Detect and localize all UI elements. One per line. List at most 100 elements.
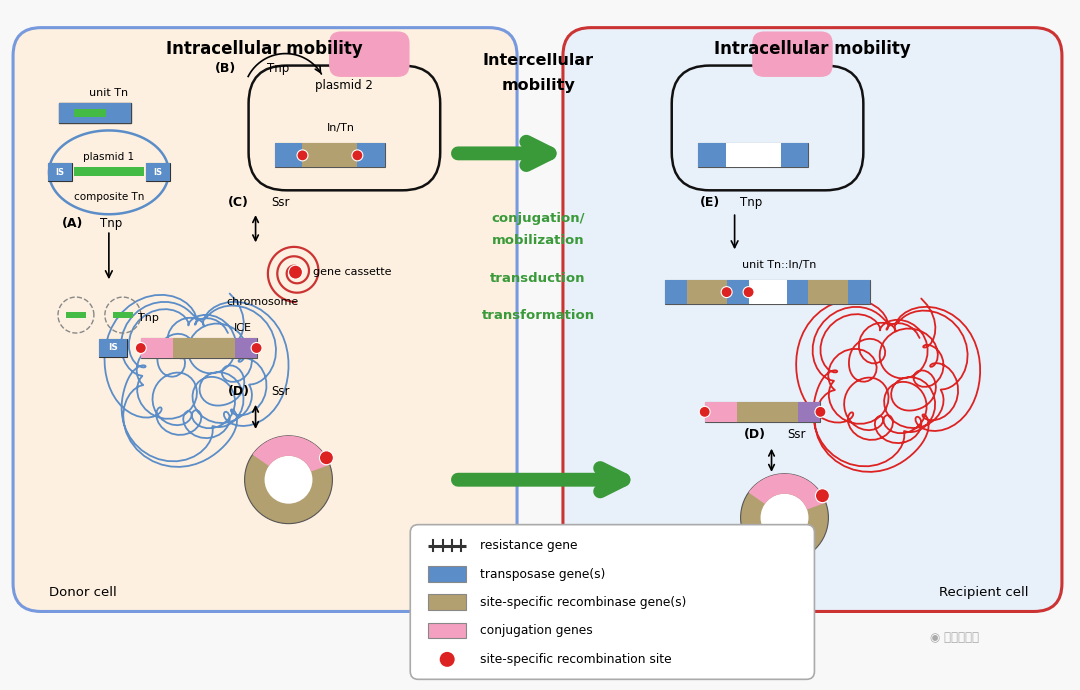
Text: conjugation genes: conjugation genes [481, 624, 593, 638]
Circle shape [743, 286, 754, 297]
Text: Ssr: Ssr [271, 196, 289, 209]
Bar [302, 144, 357, 168]
Bar [704, 402, 737, 422]
Text: (D): (D) [743, 428, 766, 442]
Text: IS: IS [108, 344, 118, 353]
Circle shape [741, 474, 828, 562]
FancyBboxPatch shape [329, 32, 409, 77]
Bar [274, 144, 302, 168]
Bar [809, 280, 849, 304]
Bar [798, 402, 821, 422]
Text: gene cassette: gene cassette [313, 267, 392, 277]
Bar [274, 144, 386, 168]
Text: composite Tn: composite Tn [73, 193, 144, 202]
Bar [849, 280, 870, 304]
Text: ICE: ICE [233, 323, 252, 333]
Bar [429, 595, 467, 610]
Text: chromosome: chromosome [227, 297, 299, 307]
Bar [146, 164, 170, 181]
Text: Intracellular mobility: Intracellular mobility [714, 39, 910, 57]
FancyBboxPatch shape [752, 32, 833, 77]
Text: mobility: mobility [501, 78, 575, 93]
Bar [59, 104, 131, 124]
Bar [786, 280, 809, 304]
Text: (A): (A) [63, 217, 83, 230]
Text: Tnp: Tnp [268, 62, 289, 75]
Bar [146, 164, 170, 181]
Circle shape [815, 489, 829, 503]
Bar [357, 144, 386, 168]
Circle shape [721, 286, 732, 297]
Circle shape [297, 150, 308, 161]
Text: plasmid 1: plasmid 1 [83, 152, 134, 162]
Circle shape [440, 652, 455, 667]
Text: mobilization: mobilization [491, 234, 584, 247]
Bar [429, 623, 467, 638]
Bar [665, 280, 687, 304]
Bar [48, 164, 71, 181]
Text: site-specific recombinase gene(s): site-specific recombinase gene(s) [481, 596, 687, 609]
Text: Tnp: Tnp [138, 313, 159, 323]
Bar [704, 402, 821, 422]
Text: transduction: transduction [490, 272, 585, 285]
Text: Ssr: Ssr [271, 386, 289, 398]
Bar [687, 280, 727, 304]
FancyBboxPatch shape [13, 28, 517, 611]
Bar [99, 339, 126, 357]
Bar [173, 338, 234, 358]
Bar [140, 338, 173, 358]
Text: resistance gene: resistance gene [481, 539, 578, 552]
Bar [234, 338, 257, 358]
Bar [66, 312, 86, 317]
Bar [140, 338, 257, 358]
Text: (E): (E) [700, 196, 719, 209]
Text: site-specific recombination site: site-specific recombination site [481, 653, 672, 666]
Text: IS: IS [153, 168, 162, 177]
Bar [113, 312, 133, 317]
Circle shape [288, 265, 302, 279]
Bar [737, 402, 798, 422]
Circle shape [352, 150, 363, 161]
Text: Donor cell: Donor cell [49, 586, 117, 599]
Text: Tnp: Tnp [741, 196, 762, 209]
Bar [59, 104, 131, 124]
Text: (D): (D) [228, 386, 249, 398]
Bar [748, 280, 786, 304]
Text: (C): (C) [228, 196, 249, 209]
Circle shape [251, 342, 262, 353]
Text: (B): (B) [215, 62, 237, 75]
Circle shape [244, 436, 333, 524]
FancyBboxPatch shape [563, 28, 1062, 611]
Text: Recipient cell: Recipient cell [940, 586, 1029, 599]
Text: In/Tn: In/Tn [326, 124, 354, 133]
Circle shape [760, 494, 809, 542]
Circle shape [699, 406, 711, 417]
FancyBboxPatch shape [410, 524, 814, 680]
Bar [665, 280, 870, 304]
Circle shape [135, 342, 146, 353]
Circle shape [265, 456, 312, 504]
Text: Intracellular mobility: Intracellular mobility [166, 39, 363, 57]
Bar [429, 566, 467, 582]
Bar [99, 339, 126, 357]
Bar [781, 144, 809, 168]
Bar [727, 280, 748, 304]
Bar [73, 110, 106, 117]
Bar [48, 164, 71, 181]
Text: Intercellular: Intercellular [483, 53, 594, 68]
Circle shape [320, 451, 334, 465]
Bar [698, 144, 809, 168]
Circle shape [815, 406, 826, 417]
Text: Ssr: Ssr [787, 428, 806, 442]
Text: IS: IS [55, 168, 65, 177]
Text: Tnp: Tnp [99, 217, 122, 230]
Text: unit Tn: unit Tn [90, 88, 129, 97]
Wedge shape [253, 436, 329, 471]
Bar [698, 144, 726, 168]
Text: ◉ 基迪奥生物: ◉ 基迪奥生物 [930, 631, 978, 644]
Text: transformation: transformation [482, 308, 595, 322]
Bar [726, 144, 781, 168]
Text: conjugation/: conjugation/ [491, 212, 584, 225]
Bar [73, 168, 144, 177]
Text: plasmid 2: plasmid 2 [315, 79, 374, 92]
